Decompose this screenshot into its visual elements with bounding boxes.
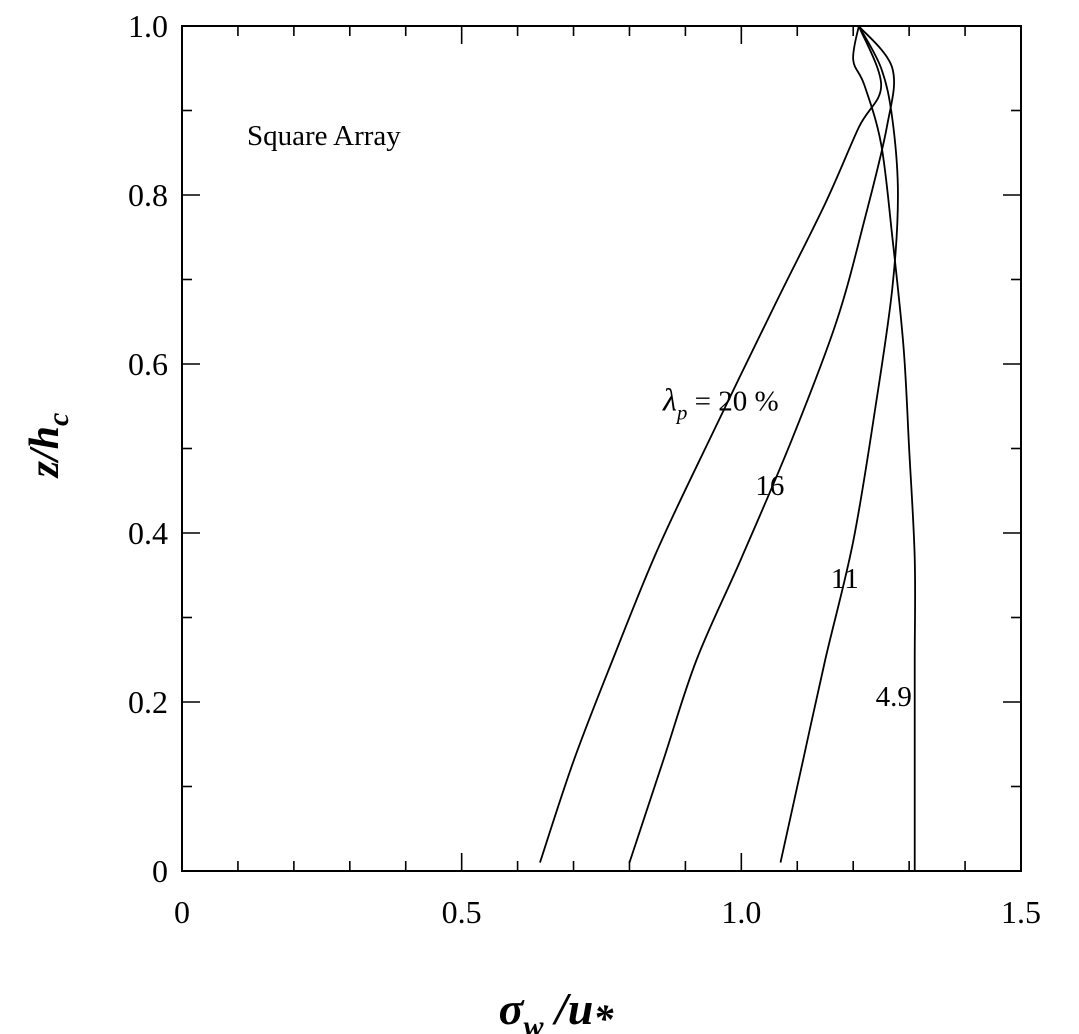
- annotation-square-array: Square Array: [247, 120, 401, 152]
- y-tick-label: 0.4: [128, 515, 168, 551]
- axis-tick-labels: 0 0.5 1.0 1.5 0 0.2 0.4 0.6 0.8 1.0: [128, 8, 1041, 930]
- y-axis-title: z/hc: [22, 413, 75, 480]
- y-tick-label: 0.2: [128, 684, 168, 720]
- data-series: [539, 25, 917, 871]
- curve-label-0: λp = 20 %: [662, 381, 779, 424]
- y-axis-title-sub-c: c: [42, 413, 75, 426]
- x-axis-title-u: u: [568, 983, 594, 1034]
- axis-ticks: [181, 25, 1022, 872]
- y-tick-label: 1.0: [128, 8, 168, 44]
- y-tick-label: 0.8: [128, 177, 168, 213]
- x-axis-title-sigma: σ: [499, 983, 525, 1034]
- curve-label-lambda: λ: [662, 381, 677, 417]
- x-tick-label: 1.5: [1001, 894, 1041, 930]
- y-axis-title-group: z/hc: [22, 413, 75, 480]
- y-tick-label: 0.6: [128, 346, 168, 382]
- x-axis-title-sub-w: w: [523, 1010, 544, 1034]
- x-axis-title: σw /u*: [499, 983, 615, 1034]
- curve-label-3: 4.9: [876, 681, 912, 713]
- curve-label-sub: p: [675, 400, 688, 424]
- series-line-3: [852, 25, 917, 871]
- y-axis-title-main: z/h: [22, 426, 68, 479]
- curve-label-2: 11: [831, 563, 859, 595]
- series-line-2: [779, 25, 899, 863]
- y-tick-label: 0: [152, 853, 168, 889]
- curve-label-1: 16: [755, 470, 784, 502]
- series-line-0: [539, 25, 883, 863]
- x-tick-label: 1.0: [721, 894, 761, 930]
- curve-labels: λp = 20 % 16 11 4.9: [662, 381, 912, 713]
- x-tick-label: 0: [174, 894, 190, 930]
- x-axis-title-slash: /: [543, 983, 572, 1034]
- x-tick-label: 0.5: [442, 894, 482, 930]
- x-axis-title-star: *: [593, 996, 614, 1034]
- series-line-1: [628, 25, 896, 863]
- curve-label-rest: = 20 %: [687, 385, 778, 417]
